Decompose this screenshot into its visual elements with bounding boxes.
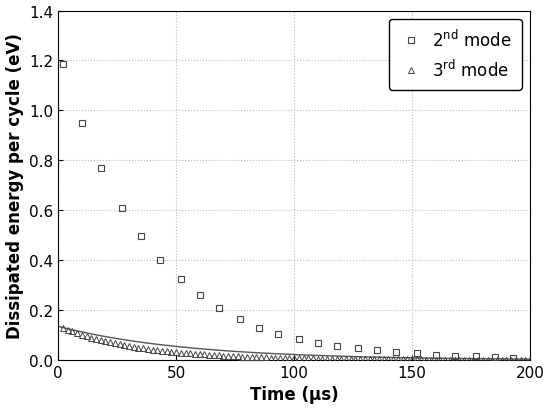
- Legend: 2$^{\mathregular{nd}}$ mode, 3$^{\mathregular{rd}}$ mode: 2$^{\mathregular{nd}}$ mode, 3$^{\mathre…: [389, 20, 521, 90]
- 2$^{\mathregular{nd}}$ mode: [178, 277, 184, 282]
- 2$^{\mathregular{nd}}$ mode: [414, 351, 420, 356]
- 3$^{\mathregular{rd}}$ mode: [300, 356, 307, 361]
- 2$^{\mathregular{nd}}$ mode: [119, 206, 125, 211]
- 2$^{\mathregular{nd}}$ mode: [97, 166, 104, 171]
- 2$^{\mathregular{nd}}$ mode: [216, 306, 222, 310]
- 2$^{\mathregular{nd}}$ mode: [333, 343, 340, 348]
- Line: 3$^{\mathregular{rd}}$ mode: 3$^{\mathregular{rd}}$ mode: [60, 325, 533, 363]
- 2$^{\mathregular{nd}}$ mode: [156, 258, 163, 263]
- 2$^{\mathregular{nd}}$ mode: [472, 354, 479, 359]
- 3$^{\mathregular{rd}}$ mode: [338, 357, 345, 362]
- 2$^{\mathregular{nd}}$ mode: [373, 348, 380, 353]
- 2$^{\mathregular{nd}}$ mode: [295, 337, 302, 342]
- 2$^{\mathregular{nd}}$ mode: [79, 121, 85, 126]
- 3$^{\mathregular{rd}}$ mode: [168, 349, 175, 354]
- 2$^{\mathregular{nd}}$ mode: [451, 353, 458, 358]
- 2$^{\mathregular{nd}}$ mode: [432, 352, 439, 357]
- 3$^{\mathregular{rd}}$ mode: [59, 325, 66, 330]
- 3$^{\mathregular{rd}}$ mode: [527, 357, 534, 362]
- 2$^{\mathregular{nd}}$ mode: [355, 346, 361, 351]
- 2$^{\mathregular{nd}}$ mode: [491, 355, 498, 360]
- 2$^{\mathregular{nd}}$ mode: [274, 332, 281, 337]
- Y-axis label: Dissipated energy per cycle (eV): Dissipated energy per cycle (eV): [6, 33, 24, 338]
- 2$^{\mathregular{nd}}$ mode: [255, 325, 262, 330]
- 2$^{\mathregular{nd}}$ mode: [138, 234, 144, 239]
- 2$^{\mathregular{nd}}$ mode: [392, 349, 399, 354]
- 2$^{\mathregular{nd}}$ mode: [236, 317, 243, 321]
- 3$^{\mathregular{rd}}$ mode: [494, 357, 501, 362]
- 3$^{\mathregular{rd}}$ mode: [484, 357, 491, 362]
- X-axis label: Time (μs): Time (μs): [250, 386, 338, 403]
- 2$^{\mathregular{nd}}$ mode: [59, 63, 66, 67]
- 2$^{\mathregular{nd}}$ mode: [315, 340, 321, 345]
- 3$^{\mathregular{rd}}$ mode: [149, 347, 156, 352]
- 2$^{\mathregular{nd}}$ mode: [196, 293, 203, 298]
- 3$^{\mathregular{rd}}$ mode: [508, 357, 514, 362]
- Line: 2$^{\mathregular{nd}}$ mode: 2$^{\mathregular{nd}}$ mode: [59, 62, 517, 361]
- 2$^{\mathregular{nd}}$ mode: [510, 355, 517, 360]
